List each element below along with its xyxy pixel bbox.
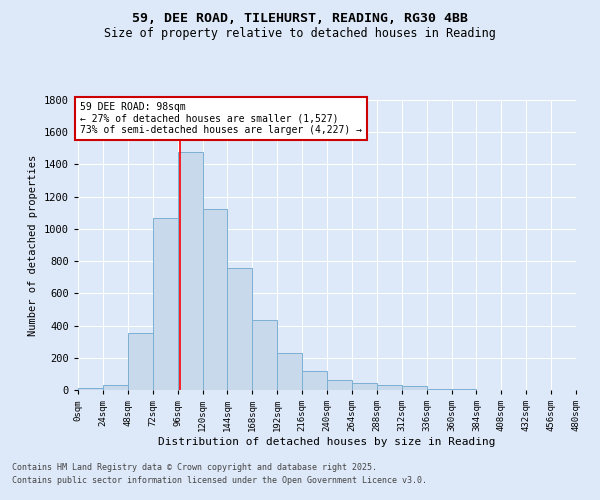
Bar <box>227 268 253 390</box>
Bar <box>203 209 227 390</box>
Bar <box>302 370 327 390</box>
Bar <box>377 386 402 390</box>
Bar <box>128 333 153 390</box>
Text: 59, DEE ROAD, TILEHURST, READING, RG30 4BB: 59, DEE ROAD, TILEHURST, READING, RG30 4… <box>132 12 468 26</box>
Bar <box>178 152 203 390</box>
Text: Contains HM Land Registry data © Crown copyright and database right 2025.: Contains HM Land Registry data © Crown c… <box>12 464 377 472</box>
Bar <box>352 383 377 390</box>
Text: Contains public sector information licensed under the Open Government Licence v3: Contains public sector information licen… <box>12 476 427 485</box>
Bar <box>427 388 452 390</box>
Bar <box>253 320 277 390</box>
Text: Size of property relative to detached houses in Reading: Size of property relative to detached ho… <box>104 28 496 40</box>
Bar <box>78 388 103 390</box>
Bar <box>452 389 476 390</box>
Bar <box>277 354 302 390</box>
Bar <box>103 385 128 390</box>
Y-axis label: Number of detached properties: Number of detached properties <box>28 154 38 336</box>
Bar <box>402 386 427 390</box>
Bar <box>327 380 352 390</box>
Bar <box>152 218 178 390</box>
Text: 59 DEE ROAD: 98sqm
← 27% of detached houses are smaller (1,527)
73% of semi-deta: 59 DEE ROAD: 98sqm ← 27% of detached hou… <box>80 102 362 135</box>
X-axis label: Distribution of detached houses by size in Reading: Distribution of detached houses by size … <box>158 437 496 447</box>
